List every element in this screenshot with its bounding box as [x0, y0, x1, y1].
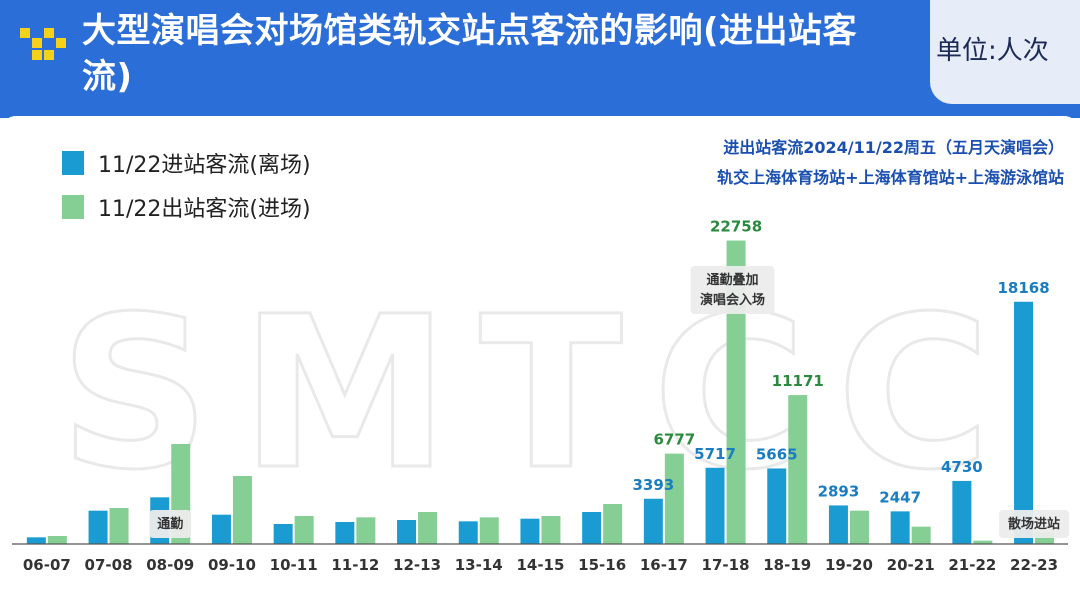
x-tick-label: 19-20 [825, 556, 873, 574]
entry-bar [273, 524, 293, 544]
data-label: 2447 [879, 488, 921, 506]
entry-bar [705, 467, 725, 544]
x-tick-label: 06-07 [23, 556, 71, 574]
unit-badge [930, 0, 1080, 104]
x-tick-label: 15-16 [578, 556, 626, 574]
x-tick-label: 21-22 [948, 556, 996, 574]
data-label: 2893 [818, 482, 860, 500]
entry-bar [582, 512, 602, 544]
x-tick-label: 18-19 [763, 556, 811, 574]
data-label: 11171 [772, 372, 824, 390]
bar-chart: 06-07 07-08 08-09 09-10 10-11 11-12 12-13 13-14… [12, 218, 1070, 574]
exit-bar [294, 516, 314, 544]
x-tick-label: 12-13 [393, 556, 441, 574]
x-tick-label: 11-12 [331, 556, 379, 574]
entry-bar [397, 520, 417, 544]
chart-panel: SMTCC 11/22进站客流(离场) 11/22出站客流(进场) 进出站客流2… [0, 116, 1080, 592]
exit-bar [356, 517, 376, 544]
legend-label-entry: 11/22进站客流(离场) [98, 153, 311, 178]
x-tick-label: 16-17 [640, 556, 688, 574]
annotation-text: 通勤 [157, 516, 183, 532]
legend-swatch-exit [62, 195, 84, 219]
exit-bar [726, 240, 746, 544]
annotation-box [690, 266, 775, 314]
entry-bar [767, 468, 787, 544]
x-tick-label: 22-23 [1010, 556, 1058, 574]
legend-swatch-entry [62, 151, 84, 175]
exit-bar [479, 517, 499, 544]
entry-bar [211, 514, 231, 544]
exit-bar [603, 504, 623, 544]
x-tick-label: 09-10 [208, 556, 256, 574]
annotation-text: 通勤叠加 [707, 272, 759, 288]
annotation-box [999, 510, 1070, 538]
data-label: 3393 [632, 476, 674, 494]
exit-bar [541, 516, 561, 544]
legend-item-exit: 11/22出站客流(进场) [62, 190, 311, 224]
watermark-text: SMTCC [59, 271, 1021, 516]
data-label: 22758 [710, 218, 762, 236]
data-label: 4730 [941, 458, 983, 476]
x-tick-label: 13-14 [455, 556, 503, 574]
entry-bar [643, 498, 663, 544]
exit-bar [788, 395, 808, 544]
entry-bar [1014, 301, 1034, 544]
entry-bar [458, 521, 478, 544]
entry-bar [88, 510, 108, 544]
watermark: SMTCC [58, 270, 1021, 518]
legend-label-exit: 11/22出站客流(进场) [98, 197, 311, 222]
exit-bar [232, 476, 252, 544]
x-tick-label: 14-15 [516, 556, 564, 574]
x-tick-label: 17-18 [702, 556, 750, 574]
x-tick-label: 20-21 [887, 556, 935, 574]
unit-label: 单位:人次 [936, 36, 1049, 66]
data-label: 18168 [997, 279, 1049, 297]
chart-title: 大型演唱会对场馆类轨交站点客流的影响(进出站客流) [82, 11, 858, 97]
data-label: 6777 [653, 431, 695, 449]
entry-bar [952, 480, 972, 544]
entry-bar [335, 522, 355, 544]
entry-bar [890, 511, 910, 544]
data-label: 5665 [756, 445, 798, 463]
chart-note-stations: 轨交上海体育场站+上海体育馆站+上海游泳馆站 [717, 168, 1064, 187]
annotation-box [149, 510, 192, 538]
annotation-text: 散场进站 [1008, 516, 1060, 532]
logo-icon [20, 28, 66, 60]
header-banner [0, 0, 1080, 118]
exit-bar [418, 512, 438, 544]
entry-bar [26, 537, 46, 544]
x-tick-label: 08-09 [146, 556, 194, 574]
data-label: 5717 [694, 445, 736, 463]
chart-note-date: 进出站客流2024/11/22周五（五月天演唱会） [723, 138, 1064, 157]
exit-bar [849, 510, 869, 544]
exit-bar [47, 536, 67, 544]
exit-bar [664, 453, 684, 544]
exit-bar [973, 540, 993, 544]
entry-bar [520, 518, 540, 544]
annotation-text: 演唱会入场 [700, 292, 765, 308]
x-tick-label: 10-11 [270, 556, 318, 574]
exit-bar [911, 526, 931, 544]
x-tick-label: 07-08 [85, 556, 133, 574]
entry-bar [828, 505, 848, 544]
legend-item-entry: 11/22进站客流(离场) [62, 146, 311, 180]
exit-bar [109, 508, 129, 544]
